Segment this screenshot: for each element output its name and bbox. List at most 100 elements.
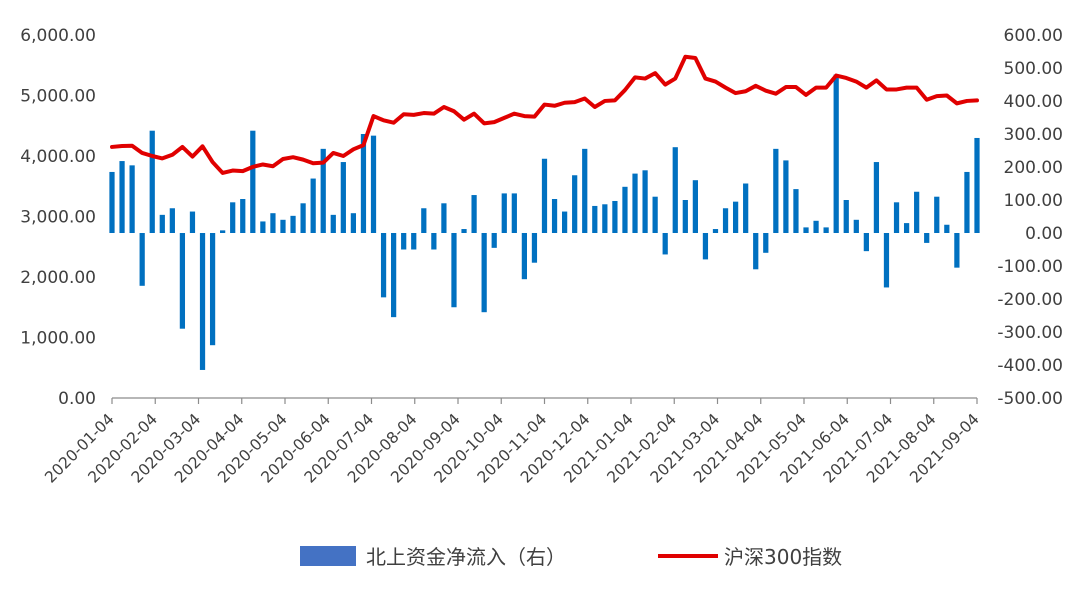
flow-bar [682, 200, 688, 233]
flow-bar [833, 74, 839, 233]
flow-bar [280, 219, 286, 233]
flow-bar [149, 130, 155, 233]
flow-bar [893, 202, 900, 233]
flow-bar [169, 208, 175, 233]
flow-bar [974, 137, 980, 233]
flow-bar [189, 211, 196, 233]
flow-bar [290, 215, 296, 233]
flow-bar [250, 130, 256, 233]
right-tick-label: 400.00 [1004, 92, 1063, 112]
flow-bar [461, 229, 467, 233]
flow-bar [924, 233, 930, 243]
flow-bar [501, 193, 507, 233]
right-tick-label: -300.00 [997, 323, 1063, 343]
flow-bar [783, 160, 789, 233]
flow-bar [592, 205, 598, 233]
flow-bar [763, 233, 769, 253]
flow-bar [662, 233, 668, 255]
flow-bar [712, 229, 719, 233]
flow-bar [652, 196, 658, 233]
left-tick-label: 6,000.00 [20, 26, 96, 46]
flow-bar [843, 200, 849, 233]
flow-bar [521, 233, 527, 280]
flow-bar [531, 233, 538, 263]
flow-bar [702, 233, 709, 260]
flow-bar [813, 220, 819, 233]
bar-series-northbound-flow [109, 74, 980, 370]
right-tick-label: 100.00 [1004, 191, 1063, 211]
flow-bar [129, 165, 135, 233]
flow-bar [391, 233, 397, 318]
flow-bar [632, 173, 638, 233]
legend-label-line: 沪深300指数 [724, 545, 842, 569]
csi300-line [110, 54, 979, 175]
flow-bar [179, 233, 186, 329]
left-tick-label: 0.00 [58, 389, 96, 409]
flow-bar [954, 233, 960, 268]
flow-bar [471, 195, 477, 233]
flow-bar [853, 219, 859, 233]
flow-bar [883, 233, 890, 288]
flow-bar [572, 175, 578, 233]
line-series-csi300 [110, 54, 979, 175]
flow-bar [672, 147, 678, 233]
flow-bar [401, 233, 407, 250]
flow-bar [441, 203, 447, 233]
flow-bar [421, 208, 427, 233]
flow-bar [370, 135, 377, 233]
flow-bar [602, 204, 608, 233]
x-axis [111, 397, 978, 404]
flow-bar [310, 178, 316, 233]
flow-bar [209, 233, 216, 346]
flow-bar [320, 148, 326, 233]
left-tick-label: 4,000.00 [20, 147, 96, 167]
flow-bar [722, 208, 729, 233]
flow-bar [230, 202, 236, 233]
flow-bar [732, 201, 739, 233]
flow-bar [511, 193, 517, 233]
flow-bar [903, 223, 910, 233]
flow-bar [260, 221, 266, 233]
flow-bar [551, 199, 558, 233]
flow-bar [964, 171, 970, 233]
flow-bar [863, 233, 869, 252]
right-axis-ticks: -500.00 -400.00 -300.00 -200.00 -100.00 0.00 1… [997, 26, 1063, 409]
left-tick-label: 2,000.00 [20, 268, 96, 288]
flow-bar [481, 233, 487, 313]
flow-bar [642, 170, 648, 233]
flow-bar [119, 161, 125, 233]
flow-bar [541, 158, 548, 233]
right-tick-label: 300.00 [1004, 125, 1063, 145]
right-tick-label: -400.00 [997, 356, 1063, 376]
flow-bar [300, 203, 306, 233]
legend: 北上资金净流入（右） 沪深300指数 [300, 545, 842, 569]
flow-bar [692, 180, 698, 233]
left-tick-label: 5,000.00 [20, 87, 96, 107]
flow-bar [773, 148, 779, 233]
left-tick-label: 1,000.00 [20, 329, 96, 349]
flow-bar [199, 233, 206, 370]
right-tick-label: -200.00 [997, 290, 1063, 310]
flow-bar [139, 233, 145, 286]
flow-bar [873, 162, 880, 233]
flow-bar [159, 214, 165, 233]
x-axis-tick-labels: 2020-01-042020-02-042020-03-042020-04-04… [41, 410, 982, 486]
flow-bar [803, 227, 809, 233]
flow-bar [380, 233, 387, 298]
flow-bar [823, 227, 829, 233]
flow-bar [612, 200, 618, 233]
flow-bar [622, 186, 628, 233]
legend-label-bar: 北上资金净流入（右） [366, 545, 566, 569]
flow-bar [411, 233, 417, 250]
flow-bar [220, 230, 226, 233]
flow-bar [562, 211, 568, 233]
flow-bar [350, 213, 357, 233]
right-tick-label: 0.00 [1025, 224, 1063, 244]
flow-bar [491, 233, 497, 248]
flow-bar [743, 183, 749, 233]
flow-bar [934, 196, 940, 233]
flow-bar [340, 162, 346, 233]
flow-bar [753, 233, 759, 270]
